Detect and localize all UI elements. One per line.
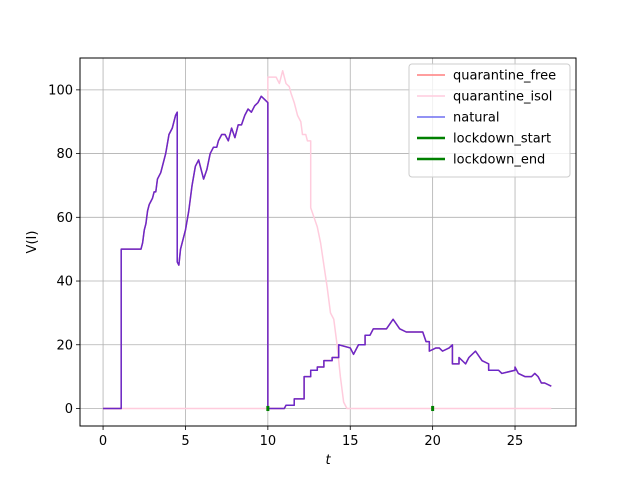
x-tick-label: 15 — [342, 434, 359, 449]
y-axis-label: V(I) — [25, 231, 40, 254]
legend-box — [408, 63, 571, 178]
series-layer — [103, 69, 552, 412]
x-tick-label: 5 — [181, 434, 189, 449]
legend-label: lockdown_start — [453, 132, 551, 147]
x-tick-label: 0 — [99, 434, 107, 449]
legend-label: natural — [453, 111, 499, 126]
x-tick-label: 25 — [507, 434, 524, 449]
x-axis-label: t — [325, 453, 331, 468]
y-tick-label: 80 — [56, 147, 73, 162]
series-line-natural — [103, 95, 552, 410]
plot-frame — [79, 57, 577, 427]
y-tick-label: 40 — [56, 275, 73, 290]
legend-label: lockdown_end — [453, 153, 545, 168]
x-tick-label: 10 — [260, 434, 277, 449]
x-tick-label: 20 — [424, 434, 441, 449]
legend-label: quarantine_free — [453, 69, 556, 84]
y-tick-label: 0 — [65, 402, 73, 417]
y-tick-label: 100 — [48, 83, 73, 98]
legend-label: quarantine_isol — [453, 90, 552, 105]
series-line-quarantine-isol — [103, 69, 552, 410]
ticks: 0 5 10 15 20 25 0 20 40 60 80 100 — [48, 83, 523, 449]
y-tick-label: 20 — [56, 338, 73, 353]
y-tick-label: 60 — [56, 211, 73, 226]
